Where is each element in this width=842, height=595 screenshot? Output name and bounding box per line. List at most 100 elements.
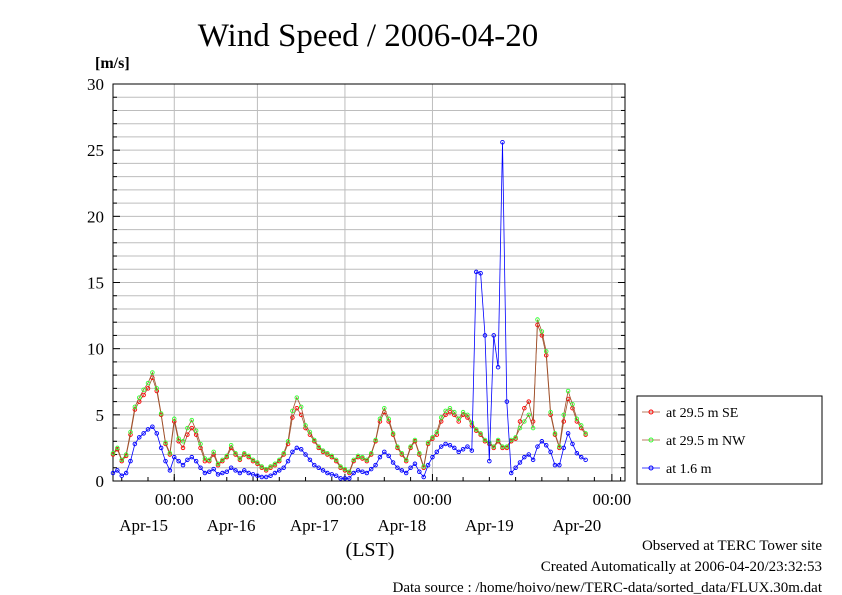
data-point (403, 470, 409, 476)
data-point (119, 457, 125, 463)
data-point (578, 454, 584, 460)
data-point (128, 429, 133, 435)
data-point (141, 392, 146, 398)
data-point (198, 441, 203, 447)
data-point (539, 439, 545, 444)
data-point (482, 437, 488, 443)
legend: at 29.5 m SE at 29.5 m NW at 1.6 m (636, 395, 823, 485)
data-point (364, 457, 370, 463)
data-point (185, 457, 190, 463)
legend-marker (648, 465, 654, 471)
data-point (163, 440, 168, 445)
data-point (421, 464, 426, 469)
data-point (535, 317, 540, 322)
series-2 (110, 317, 588, 474)
data-point (259, 474, 265, 480)
data-point (242, 468, 247, 473)
data-point (526, 452, 531, 457)
data-point (220, 470, 225, 476)
y-axis-unit-label: [m/s] (95, 55, 130, 72)
data-point (150, 424, 155, 429)
data-point (224, 469, 230, 474)
data-point (351, 457, 356, 463)
data-point (417, 469, 422, 474)
data-point (412, 461, 418, 467)
y-tick-label: 0 (96, 472, 105, 491)
data-point (285, 439, 291, 444)
data-point (570, 401, 575, 407)
data-point (320, 448, 326, 453)
data-point (342, 466, 348, 472)
data-point (557, 444, 562, 449)
data-point (228, 465, 234, 471)
data-point (583, 457, 588, 463)
legend-label: at 29.5 m SE (666, 406, 738, 421)
data-point (355, 468, 361, 473)
data-point (233, 450, 238, 456)
data-point (561, 445, 566, 451)
data-point (250, 472, 256, 477)
data-point (535, 444, 540, 449)
data-point (412, 437, 418, 443)
data-point (137, 435, 142, 440)
data-point (517, 419, 523, 424)
legend-marker (648, 437, 654, 443)
data-point (272, 470, 278, 476)
data-point (530, 457, 536, 463)
data-point (290, 415, 295, 420)
data-point (128, 458, 133, 464)
data-point (115, 468, 120, 473)
data-point (237, 470, 243, 476)
data-point (565, 388, 571, 394)
data-point (272, 461, 278, 467)
data-point (495, 364, 501, 370)
data-point (224, 453, 230, 459)
x-time-tick-label: 00:00 (593, 490, 632, 509)
data-point (408, 465, 413, 471)
chart-title: Wind Speed / 2006-04-20 (198, 18, 539, 54)
data-point (539, 329, 545, 334)
data-point (425, 440, 431, 445)
data-point (193, 428, 199, 433)
data-point (526, 412, 531, 418)
data-point (150, 370, 155, 375)
data-point (312, 437, 317, 443)
legend-label: at 29.5 m NW (666, 434, 746, 449)
series-line (112, 142, 586, 479)
data-point (578, 423, 584, 428)
data-point (447, 443, 453, 448)
data-point (456, 416, 461, 422)
data-point (443, 441, 448, 447)
data-point (473, 269, 479, 275)
axes: 0 5 10 15 20 25 30 00:00 00:00 00:00 00:00 00:00 Apr… (87, 75, 631, 535)
series-line (112, 324, 586, 474)
data-point (277, 457, 282, 463)
data-point (517, 460, 523, 465)
data-point (303, 452, 308, 457)
data-point (167, 450, 173, 456)
data-point (522, 419, 527, 424)
data-point (237, 456, 243, 461)
x-date-label: Apr-20 (552, 516, 601, 535)
data-point (316, 444, 321, 449)
x-time-tick-label: 00:00 (238, 490, 277, 509)
data-point (246, 470, 251, 476)
data-point (548, 449, 553, 455)
data-point (469, 448, 475, 453)
series-line (112, 319, 586, 473)
data-point (360, 454, 365, 460)
y-tick-label: 10 (87, 340, 104, 359)
data-point (132, 441, 138, 447)
data-point (508, 470, 514, 476)
data-point (163, 458, 168, 464)
data-point (132, 404, 138, 410)
footer-observed: Observed at TERC Tower site (642, 538, 822, 554)
x-date-label: Apr-15 (119, 516, 168, 535)
data-point (290, 408, 295, 414)
data-point (482, 333, 488, 338)
data-point (390, 460, 396, 465)
data-point (285, 458, 291, 464)
data-point (141, 431, 146, 436)
data-point (303, 423, 308, 428)
data-point (158, 445, 164, 451)
